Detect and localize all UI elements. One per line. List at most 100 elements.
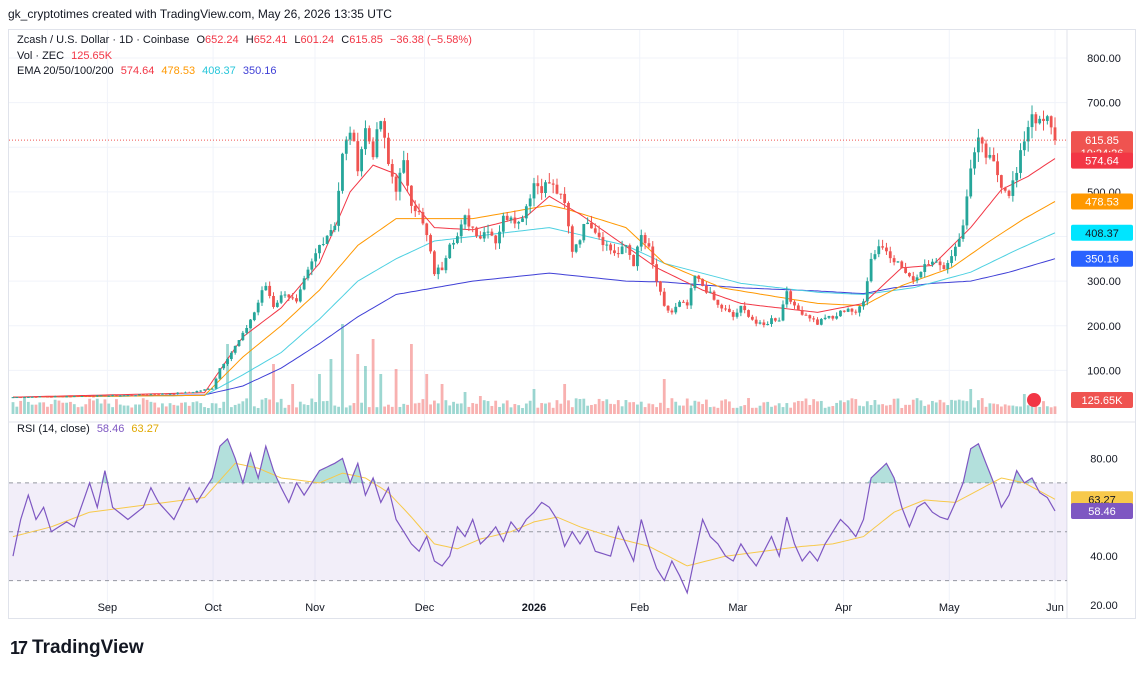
volume-bar (1003, 404, 1007, 414)
candle-body (724, 308, 727, 310)
candle-body (475, 227, 478, 237)
ema-label[interactable]: EMA 20/50/100/200 (17, 65, 114, 77)
volume-bar (344, 407, 348, 414)
volume-bar (337, 406, 341, 414)
volume-bar (275, 402, 279, 414)
event-flag-icon[interactable] (1027, 393, 1041, 407)
volume-bar (115, 399, 118, 414)
candle-body (176, 392, 180, 394)
rsi-label[interactable]: RSI (14, close) (17, 423, 90, 435)
candle-body (693, 275, 697, 289)
candle-body (816, 319, 819, 325)
volume-bar (291, 384, 295, 414)
candle-body (92, 396, 95, 398)
volume-bar (632, 402, 636, 414)
candle-body (704, 285, 708, 293)
volume-bar (796, 400, 800, 414)
volume-bar (616, 400, 620, 414)
close-label: C (341, 34, 350, 46)
volume-bar (103, 399, 107, 414)
candle-body (934, 261, 938, 263)
symbol-legend: Zcash / U.S. Dollar · 1D · Coinbase O652… (17, 34, 476, 46)
volume-bar (206, 407, 210, 414)
candle-body (911, 276, 915, 281)
candle-body (164, 393, 168, 395)
candle-body (417, 211, 421, 213)
candle-body (567, 202, 570, 227)
chart-canvas[interactable]: 800.00700.00600.00500.00400.00300.00200.… (9, 30, 1135, 618)
candle-body (425, 223, 429, 236)
low-label: L (294, 34, 301, 46)
volume-bar (107, 403, 111, 414)
volume-bar (145, 399, 149, 414)
candle-body (249, 320, 252, 329)
candle-body (141, 394, 145, 396)
volume-label[interactable]: Vol · ZEC (17, 50, 65, 62)
candle-body (950, 256, 953, 263)
volume-bar (122, 405, 126, 414)
volume-bar (126, 405, 130, 414)
volume-bar (563, 384, 567, 414)
volume-bar (881, 404, 885, 414)
volume-bar (528, 400, 532, 414)
volume-bar (965, 401, 969, 414)
volume-bar (647, 403, 651, 414)
volume-legend: Vol · ZEC 125.65K (17, 50, 116, 62)
candle-body (406, 160, 409, 186)
volume-bar (919, 400, 923, 414)
volume-bar (302, 404, 306, 414)
tradingview-logo[interactable]: 17 TradingView (10, 637, 144, 659)
volume-bar (839, 400, 842, 414)
candle-body (639, 235, 643, 247)
volume-bar (141, 398, 145, 414)
candle-body (570, 226, 574, 252)
candle-body (513, 217, 517, 224)
volume-bar (494, 400, 498, 414)
candle-body (65, 396, 69, 398)
volume-bar (896, 398, 900, 414)
candle-body (540, 186, 544, 194)
candle-body (218, 368, 222, 379)
candle-body (26, 396, 30, 398)
candle-body (900, 261, 904, 269)
candle-body (30, 396, 34, 398)
candle-body (394, 176, 398, 192)
volume-bar (674, 401, 678, 414)
candle-body (145, 394, 149, 396)
candle-body (839, 310, 842, 317)
candle-body (536, 183, 540, 187)
candle-body (272, 295, 275, 307)
volume-bar (693, 400, 697, 414)
candle-body (356, 141, 360, 172)
candle-body (229, 352, 233, 360)
volume-bar (80, 406, 84, 414)
ema20-badge-bg (1071, 152, 1133, 169)
volume-bar (23, 398, 26, 414)
chart-container[interactable]: 800.00700.00600.00500.00400.00300.00200.… (8, 29, 1136, 619)
candle-body (440, 267, 444, 271)
candle-body (877, 246, 881, 255)
candle-body (199, 390, 203, 392)
candle-body (739, 305, 743, 313)
candle-body (770, 318, 773, 325)
candle-body (1019, 150, 1022, 173)
volume-bar (157, 407, 160, 414)
candle-body (157, 394, 160, 396)
volume-badge: 125.65K (1082, 395, 1124, 407)
price-badge: 615.85 (1085, 135, 1119, 147)
volume-bar (245, 398, 249, 414)
volume-bar (950, 399, 953, 414)
candle-body (360, 149, 364, 172)
volume-bar (425, 374, 429, 414)
candle-body (747, 310, 750, 317)
candle-body (95, 395, 99, 397)
volume-bar (593, 404, 597, 414)
candle-body (915, 277, 919, 281)
candle-body (819, 319, 823, 325)
volume-bar (310, 398, 314, 414)
volume-bar (463, 392, 467, 414)
open-value: 652.24 (205, 34, 239, 46)
symbol-title[interactable]: Zcash / U.S. Dollar · 1D · Coinbase (17, 34, 190, 46)
volume-bar (341, 324, 344, 414)
candle-body (773, 318, 777, 321)
